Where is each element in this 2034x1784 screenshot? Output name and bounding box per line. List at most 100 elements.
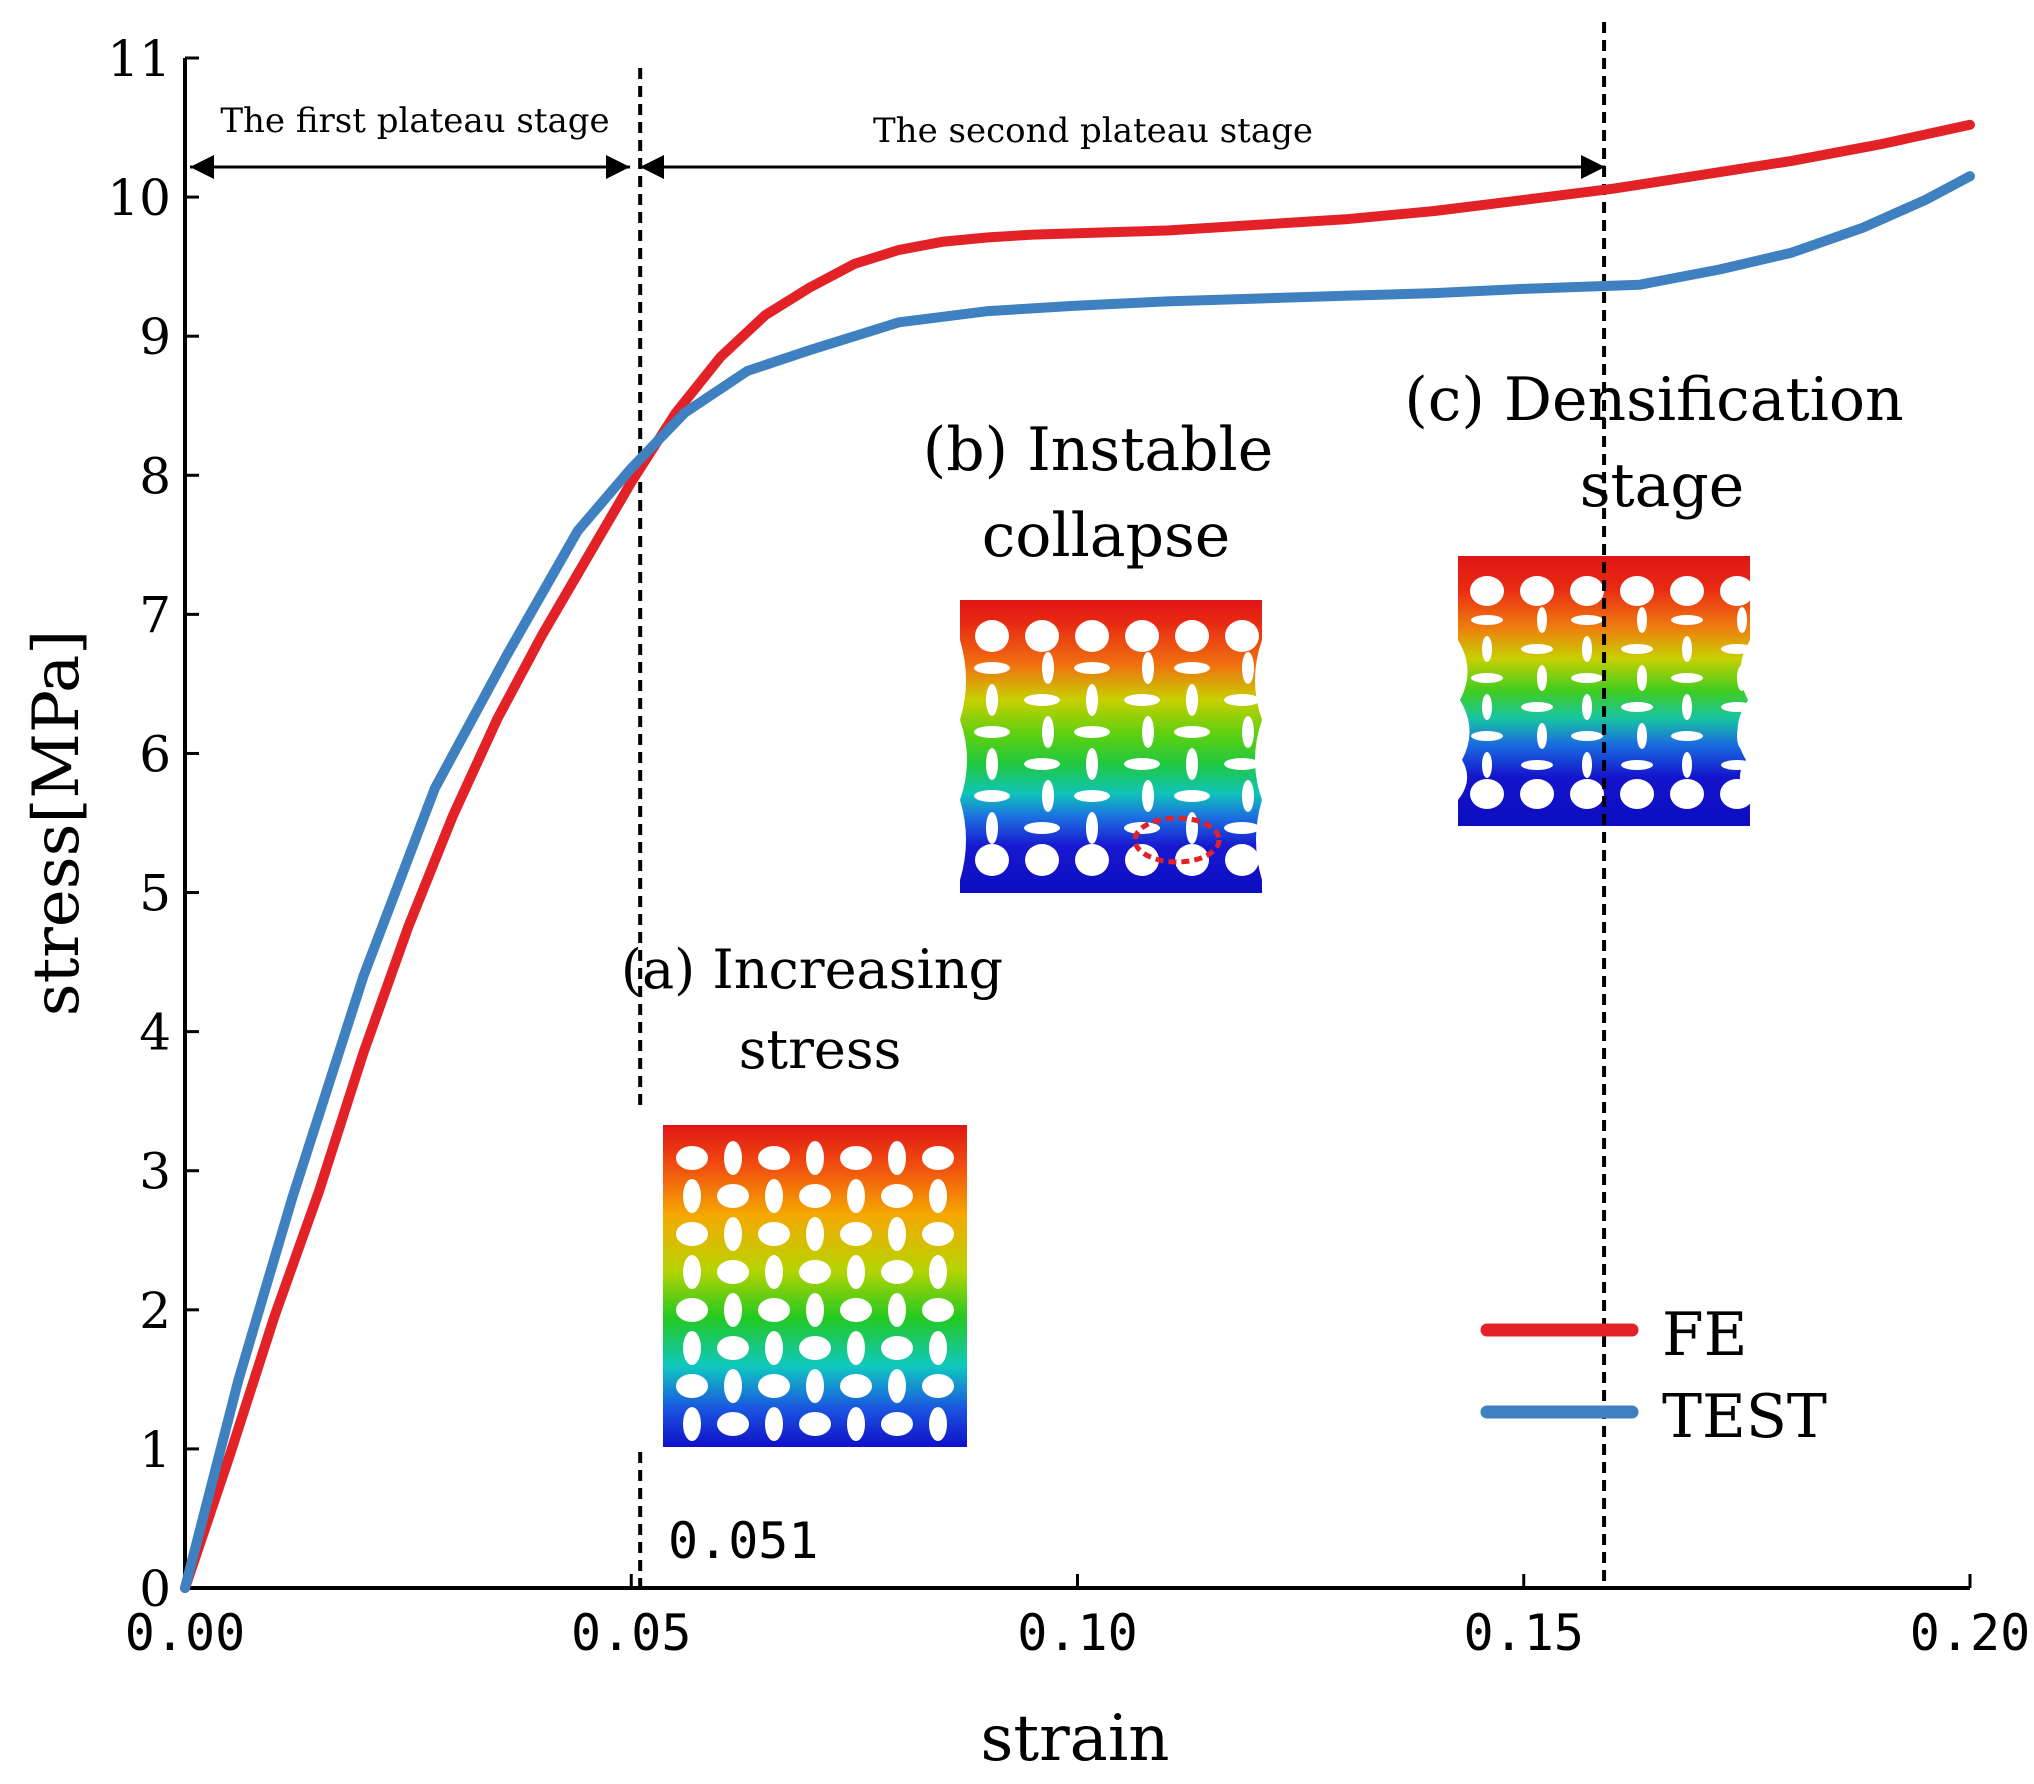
mesh-hole [929,1331,947,1365]
mesh-hole [975,620,1009,652]
mesh-hole [765,1179,783,1213]
legend: FE TEST [1480,1300,1827,1452]
mesh-hole [717,1412,749,1436]
mesh-hole [1471,615,1503,625]
mesh-hole [1582,694,1592,720]
strain-marker-label: 0.051 [668,1512,819,1570]
mesh-hole [1737,723,1747,749]
mesh-hole [758,1146,790,1170]
mesh-hole [1670,576,1704,606]
mesh-hole [922,1374,954,1398]
mesh-a-holes [676,1141,954,1441]
mesh-hole [1471,731,1503,741]
y-tick-label: 3 [139,1143,171,1201]
series-line-test [180,171,1975,1593]
mesh-hole [986,748,998,780]
mesh-hole [765,1255,783,1289]
mesh-hole [1682,636,1692,662]
mesh-c-holes [1470,576,1754,809]
axis-ticks: 0 1 2 3 4 5 6 7 8 9 10 11 0.00 0.05 0.10 0.15 0.20 [107,30,2030,1662]
second-plateau-label: The second plateau stage [873,111,1313,151]
mesh-hole [1224,822,1260,834]
mesh-hole [1637,665,1647,691]
y-tick-label: 2 [139,1282,171,1340]
mesh-hole [1024,758,1060,770]
mesh-hole [1737,665,1747,691]
mesh-hole [1682,752,1692,778]
mesh-hole [1225,844,1259,876]
mesh-hole [929,1179,947,1213]
stage-annotations: The first plateau stage The second plate… [190,101,1605,179]
mesh-hole [1482,636,1492,662]
mesh-hole [1671,615,1703,625]
mesh-hole [974,790,1010,802]
mesh-hole [1042,716,1054,748]
mesh-hole [1024,694,1060,706]
mesh-hole [1671,731,1703,741]
inset-labels: (a) Increasing stress (b) Instable colla… [621,365,1904,1570]
y-tick-label: 10 [107,169,171,227]
mesh-hole [758,1222,790,1246]
mesh-hole [974,726,1010,738]
mesh-hole [888,1141,906,1175]
mesh-hole [1721,644,1753,654]
mesh-hole [929,1255,947,1289]
mesh-hole [1124,758,1160,770]
mesh-hole [840,1146,872,1170]
mesh-hole [1720,576,1754,606]
mesh-hole [1075,620,1109,652]
mesh-inset-a [663,1125,967,1447]
x-tick-label: 0.15 [1464,1604,1584,1662]
mesh-hole [717,1184,749,1208]
mesh-hole [1471,673,1503,683]
mesh-hole [806,1141,824,1175]
mesh-hole [1024,822,1060,834]
mesh-inset-b [960,600,1262,893]
y-tick-label: 1 [139,1421,171,1479]
mesh-hole [1086,748,1098,780]
y-axis-label: stress[MPa] [20,630,94,1017]
mesh-hole [1521,702,1553,712]
x-axis-label: strain [981,1702,1170,1776]
mesh-hole [1074,790,1110,802]
mesh-hole [974,662,1010,674]
mesh-hole [724,1141,742,1175]
y-tick-label: 7 [139,586,171,644]
mesh-hole [986,684,998,716]
mesh-hole [1042,652,1054,684]
mesh-hole [1570,779,1604,809]
y-tick-label: 4 [139,1004,171,1062]
mesh-hole [1186,748,1198,780]
mesh-hole [1637,723,1647,749]
x-tick-label: 0.05 [571,1604,691,1662]
mesh-hole [724,1293,742,1327]
mesh-hole [929,1407,947,1441]
mesh-hole [840,1298,872,1322]
mesh-hole [975,844,1009,876]
mesh-hole [1142,780,1154,812]
mesh-hole [888,1217,906,1251]
mesh-hole [799,1184,831,1208]
mesh-hole [1521,644,1553,654]
mesh-hole [881,1412,913,1436]
legend-test-label: TEST [1662,1382,1827,1452]
first-plateau-label: The first plateau stage [220,101,609,141]
mesh-hole [1721,702,1753,712]
mesh-hole [1224,694,1260,706]
mesh-hole [1621,644,1653,654]
mesh-hole [1582,752,1592,778]
label-a-line2: stress [739,1018,902,1081]
mesh-hole [1571,731,1603,741]
mesh-hole [1186,812,1198,844]
mesh-hole [922,1222,954,1246]
mesh-hole [922,1146,954,1170]
collapse-highlight-circle [1132,815,1222,865]
mesh-hole [881,1184,913,1208]
x-tick-label: 0.00 [125,1604,245,1662]
mesh-hole [881,1260,913,1284]
mesh-hole [1520,576,1554,606]
mesh-hole [1571,615,1603,625]
mesh-hole [1620,779,1654,809]
mesh-hole [724,1217,742,1251]
mesh-hole [1175,620,1209,652]
